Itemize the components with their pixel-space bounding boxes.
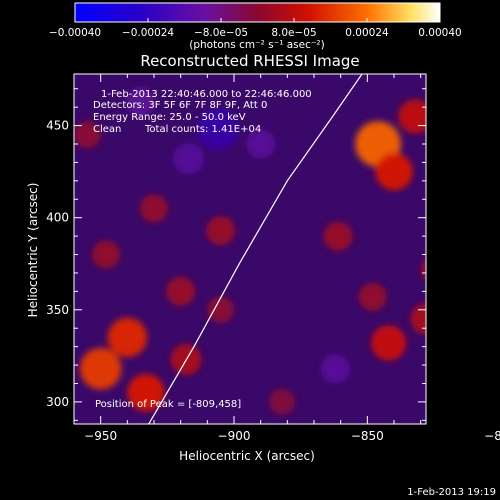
heat-source [486,268,500,297]
annotation-counts: Total counts: 1.41E+04 [144,124,261,135]
annotation-detectors: Detectors: 3F 5F 6F 7F 8F 9F, Att 0 [93,100,267,111]
heat-source [371,325,407,361]
annotation-energy: Energy Range: 25.0 - 50.0 keV [93,112,246,123]
heat-source [140,194,168,223]
y-tick-label: 400 [46,211,69,225]
axes: −950 −900 −850 −800 300 350 400 450 [46,74,500,443]
y-tick-label: 450 [46,119,69,133]
heat-source [323,221,353,251]
x-tick-label: −800 [484,429,500,443]
heat-source [74,121,101,149]
annotation-method: Clean [93,124,121,135]
heat-source [456,356,482,382]
heat-source [420,258,426,281]
heat-source [447,81,500,141]
y-axis-label: Heliocentric Y (arcsec) [26,183,40,318]
y-tick-label: 300 [46,395,69,409]
colorbar-tick-label: 8.0e−05 [271,27,316,39]
heat-source [432,109,484,161]
colorbar-unit-label: (photons cm⁻² s⁻¹ asec⁻²) [189,39,324,51]
colorbar-tick-label: −8.0e−05 [194,27,248,39]
x-axis-label: Heliocentric X (arcsec) [179,449,315,463]
heat-source [452,179,485,212]
colorbar-tick-label: −0.00024 [122,27,175,39]
heat-source [126,87,155,116]
y-tick-label: 350 [46,303,69,317]
chart-title: Reconstructed RHESSI Image [140,52,359,70]
colorbar-tick-label: 0.00024 [345,27,389,39]
heat-source [398,99,426,134]
heat-source [127,373,165,412]
heat-source [166,276,196,306]
heat-source [107,317,148,358]
colorbar-ticks: −0.00040 −0.00024 −8.0e−05 8.0e−05 0.00024 0.… [49,18,462,39]
colorbar-tick-label: 0.00040 [418,27,461,39]
heat-source [207,296,235,324]
solar-limb-line [148,74,363,424]
x-tick-label: −900 [218,429,251,443]
heat-source [410,303,426,335]
heat-source [358,282,387,311]
colorbar [74,2,441,23]
x-tick-label: −850 [351,429,384,443]
heat-source [490,122,500,166]
heat-source [320,354,350,384]
x-tick-label: −950 [84,429,117,443]
heat-source [92,240,120,269]
heat-source [206,216,236,246]
heat-source [269,388,295,415]
heat-source [79,347,122,390]
heat-source [375,152,413,191]
annotation-peak: Position of Peak = [-809,458] [95,399,241,410]
heatmap [74,81,500,415]
plot-frame [73,73,427,425]
colorbar-tick-label: −0.00040 [49,27,101,39]
heat-source [493,188,500,230]
heat-source [246,129,276,159]
heat-source [173,143,205,175]
footer-timestamp: 1-Feb-2013 19:19 [407,487,496,498]
heat-source [197,108,239,151]
annotation-time-range: 1-Feb-2013 22:40:46.000 to 22:46:46.000 [101,89,312,100]
